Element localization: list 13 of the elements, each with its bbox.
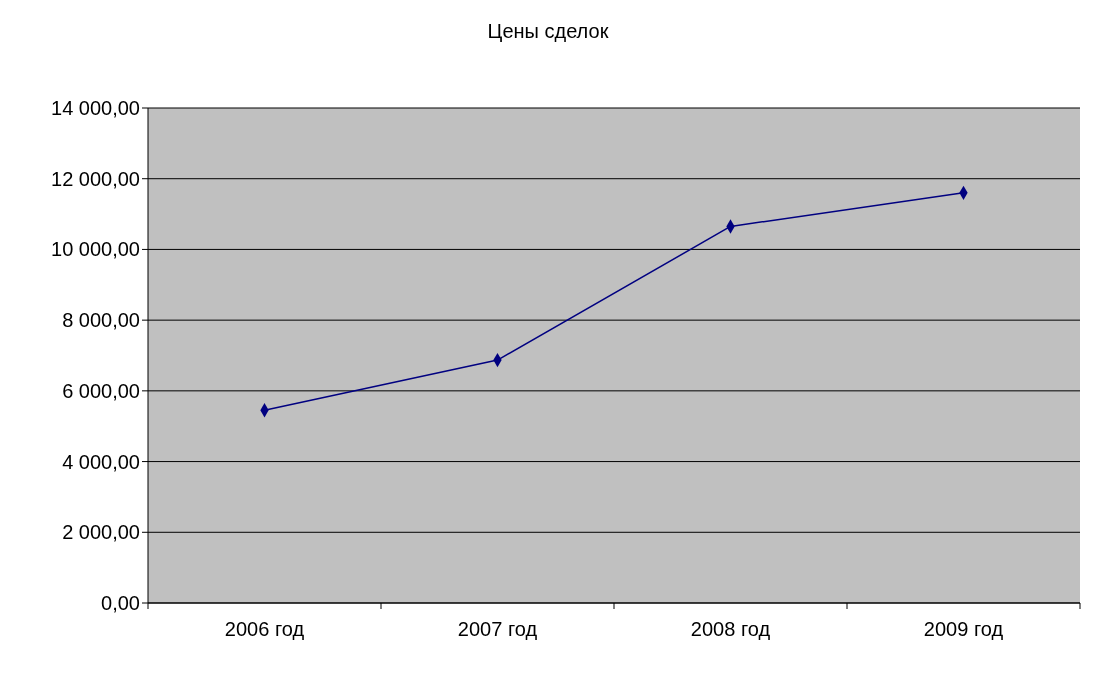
y-tick-label: 0,00 bbox=[101, 592, 140, 614]
y-tick-label: 8 000,00 bbox=[62, 309, 140, 332]
y-tick-label: 14 000,00 bbox=[51, 97, 140, 119]
y-tick-label: 4 000,00 bbox=[62, 450, 140, 473]
x-tick-label: 2007 год bbox=[457, 618, 538, 640]
y-tick-label: 6 000,00 bbox=[62, 379, 140, 402]
y-tick-label: 2 000,00 bbox=[62, 521, 140, 544]
chart-title: Цены сделок bbox=[487, 20, 609, 42]
x-tick-label: 2008 год bbox=[690, 618, 771, 640]
x-tick-label: 2009 год bbox=[923, 618, 1004, 640]
x-tick-label: 2006 год bbox=[224, 618, 305, 640]
y-tick-label: 12 000,00 bbox=[51, 167, 140, 190]
y-tick-label: 10 000,00 bbox=[51, 238, 140, 261]
